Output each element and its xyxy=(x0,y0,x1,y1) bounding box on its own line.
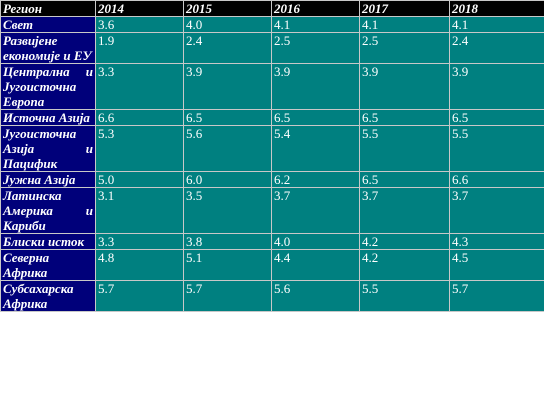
value-cell: 4.0 xyxy=(271,233,360,250)
value-cell: 2.4 xyxy=(449,32,544,64)
value-cell: 3.7 xyxy=(449,187,544,234)
value-cell: 5.7 xyxy=(95,280,184,312)
table-body: Свет 3.6 4.0 4.1 4.1 4.1 Развијене еконо… xyxy=(0,16,544,312)
value-cell: 5.0 xyxy=(95,171,184,188)
value-cell: 4.4 xyxy=(271,249,360,281)
value-cell: 3.5 xyxy=(183,187,272,234)
value-cell: 6.0 xyxy=(183,171,272,188)
header-row: Регион 2014 2015 2016 2017 2018 xyxy=(0,0,544,17)
header-year: 2017 xyxy=(359,0,450,17)
region-cell: Субсахарска Африка xyxy=(0,280,96,312)
value-cell: 4.3 xyxy=(449,233,544,250)
header-year: 2018 xyxy=(449,0,544,17)
value-cell: 4.2 xyxy=(359,233,450,250)
region-cell: Југоисточна Азија и Пацифик xyxy=(0,125,96,172)
value-cell: 2.4 xyxy=(183,32,272,64)
table-row: Блиски исток 3.3 3.8 4.0 4.2 4.3 xyxy=(0,233,544,250)
table-header: Регион 2014 2015 2016 2017 2018 xyxy=(0,0,544,17)
value-cell: 6.5 xyxy=(183,109,272,126)
value-cell: 3.9 xyxy=(271,63,360,110)
value-cell: 5.3 xyxy=(95,125,184,172)
value-cell: 3.1 xyxy=(95,187,184,234)
table-row: Јужна Азија 5.0 6.0 6.2 6.5 6.6 xyxy=(0,171,544,188)
value-cell: 5.7 xyxy=(449,280,544,312)
region-cell: Развијене економије и ЕУ xyxy=(0,32,96,64)
region-cell: Блиски исток xyxy=(0,233,96,250)
value-cell: 5.7 xyxy=(183,280,272,312)
value-cell: 5.1 xyxy=(183,249,272,281)
region-cell: Источна Азија xyxy=(0,109,96,126)
value-cell: 6.6 xyxy=(449,171,544,188)
value-cell: 5.4 xyxy=(271,125,360,172)
value-cell: 5.5 xyxy=(449,125,544,172)
value-cell: 4.0 xyxy=(183,16,272,33)
table-row: Централна и Југоисточна Европа 3.3 3.9 3… xyxy=(0,63,544,110)
value-cell: 3.7 xyxy=(271,187,360,234)
value-cell: 6.5 xyxy=(359,109,450,126)
region-cell: Централна и Југоисточна Европа xyxy=(0,63,96,110)
growth-table: Регион 2014 2015 2016 2017 2018 Свет 3.6… xyxy=(0,0,544,312)
value-cell: 1.9 xyxy=(95,32,184,64)
value-cell: 5.6 xyxy=(183,125,272,172)
value-cell: 6.5 xyxy=(449,109,544,126)
value-cell: 6.2 xyxy=(271,171,360,188)
region-cell: Свет xyxy=(0,16,96,33)
value-cell: 5.5 xyxy=(359,125,450,172)
value-cell: 4.5 xyxy=(449,249,544,281)
table-row: Северна Африка 4.8 5.1 4.4 4.2 4.5 xyxy=(0,249,544,281)
value-cell: 4.8 xyxy=(95,249,184,281)
value-cell: 6.6 xyxy=(95,109,184,126)
header-year: 2015 xyxy=(183,0,272,17)
value-cell: 3.3 xyxy=(95,63,184,110)
value-cell: 4.2 xyxy=(359,249,450,281)
value-cell: 6.5 xyxy=(271,109,360,126)
region-cell: Јужна Азија xyxy=(0,171,96,188)
value-cell: 3.6 xyxy=(95,16,184,33)
value-cell: 3.9 xyxy=(183,63,272,110)
header-year: 2014 xyxy=(95,0,184,17)
value-cell: 5.6 xyxy=(271,280,360,312)
table-row: Југоисточна Азија и Пацифик 5.3 5.6 5.4 … xyxy=(0,125,544,172)
value-cell: 3.3 xyxy=(95,233,184,250)
value-cell: 3.7 xyxy=(359,187,450,234)
value-cell: 5.5 xyxy=(359,280,450,312)
table-row: Развијене економије и ЕУ 1.9 2.4 2.5 2.5… xyxy=(0,32,544,64)
header-year: 2016 xyxy=(271,0,360,17)
value-cell: 3.8 xyxy=(183,233,272,250)
table-row: Свет 3.6 4.0 4.1 4.1 4.1 xyxy=(0,16,544,33)
header-region: Регион xyxy=(0,0,96,17)
value-cell: 4.1 xyxy=(359,16,450,33)
value-cell: 3.9 xyxy=(359,63,450,110)
table-row: Источна Азија 6.6 6.5 6.5 6.5 6.5 xyxy=(0,109,544,126)
value-cell: 4.1 xyxy=(449,16,544,33)
table-row: Субсахарска Африка 5.7 5.7 5.6 5.5 5.7 xyxy=(0,280,544,312)
value-cell: 2.5 xyxy=(359,32,450,64)
region-cell: Северна Африка xyxy=(0,249,96,281)
region-cell: Латинска Америка и Кариби xyxy=(0,187,96,234)
value-cell: 6.5 xyxy=(359,171,450,188)
value-cell: 3.9 xyxy=(449,63,544,110)
table-row: Латинска Америка и Кариби 3.1 3.5 3.7 3.… xyxy=(0,187,544,234)
value-cell: 2.5 xyxy=(271,32,360,64)
value-cell: 4.1 xyxy=(271,16,360,33)
